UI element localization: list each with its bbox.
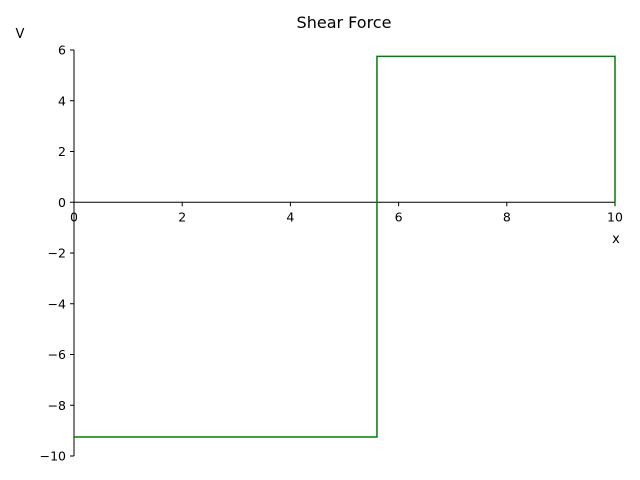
y-tick-label: −6 (48, 347, 66, 362)
y-axis-label: V (16, 27, 25, 42)
x-tick-label: 2 (178, 209, 186, 224)
x-tick-label: 0 (70, 209, 78, 224)
y-tick-label: −2 (48, 246, 66, 261)
x-tick-label: 8 (503, 209, 511, 224)
y-tick-label: −8 (48, 398, 66, 413)
series-layer (74, 55, 616, 438)
y-tick-label: −10 (40, 449, 66, 464)
y-tick-label: −4 (48, 296, 66, 311)
x-tick-label: 6 (395, 209, 403, 224)
y-tick-label: 6 (58, 43, 66, 58)
y-tick-label: 2 (58, 144, 66, 159)
y-tick-label: 4 (58, 93, 66, 108)
shear-force-line (74, 55, 616, 438)
x-tick-label: 4 (286, 209, 294, 224)
chart-title: Shear Force (297, 13, 392, 32)
axes: −10 −8 −6 −4 −2 0 2 4 6 0 2 4 6 8 10 (40, 43, 623, 464)
y-tick-label: 0 (58, 195, 66, 210)
x-tick-label: 10 (607, 209, 623, 224)
x-axis-label: x (612, 232, 620, 247)
